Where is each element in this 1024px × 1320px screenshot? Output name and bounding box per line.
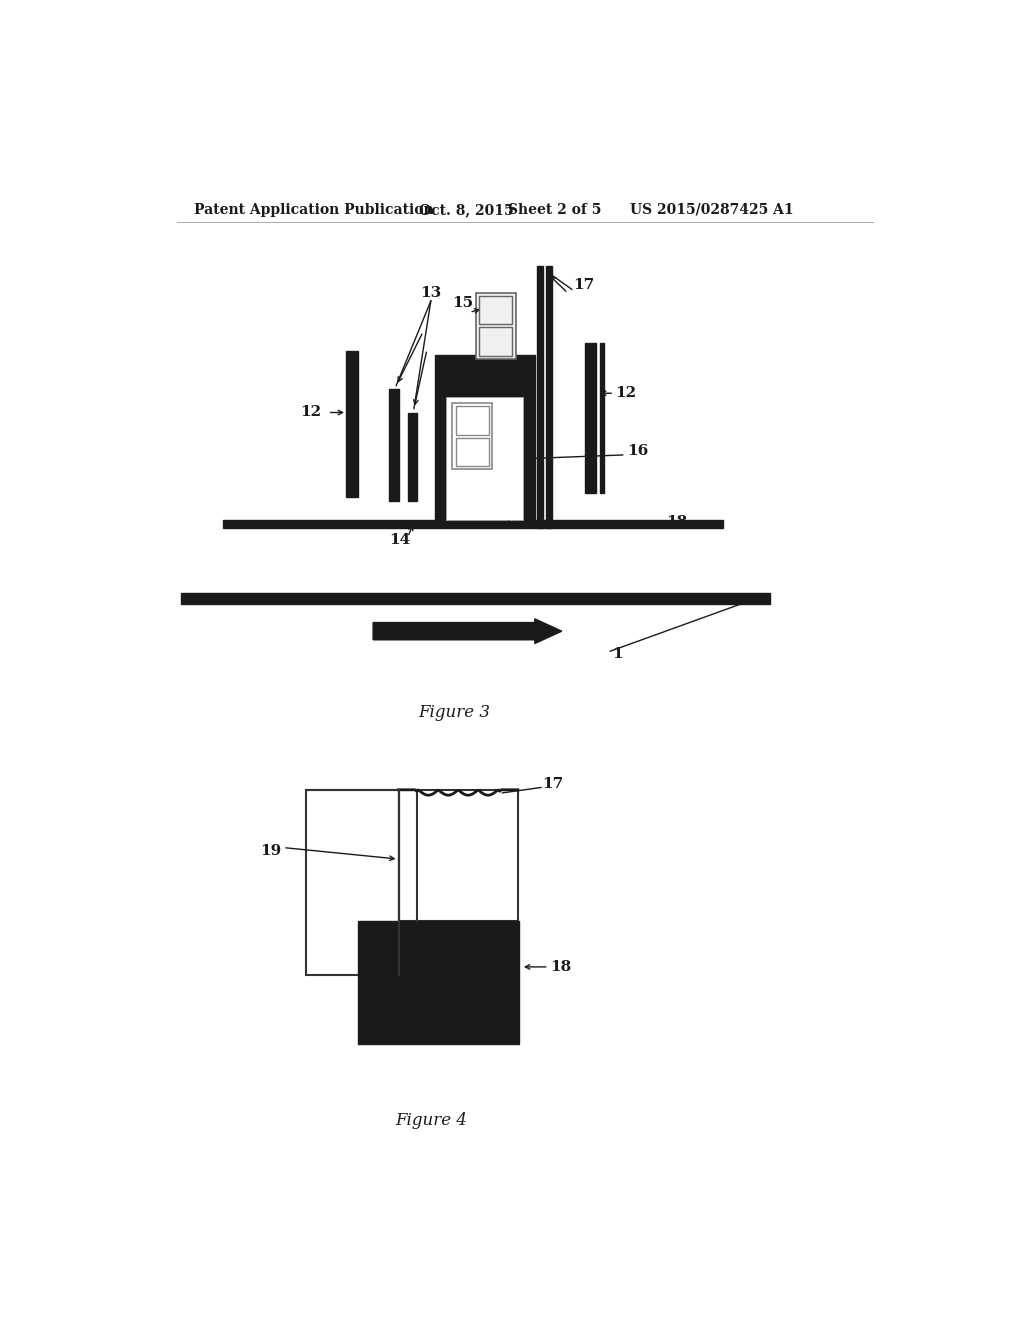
Bar — [538, 267, 544, 528]
Bar — [408, 412, 417, 502]
Text: Sheet 2 of 5: Sheet 2 of 5 — [508, 203, 601, 216]
Text: 17: 17 — [573, 279, 595, 293]
Text: 17: 17 — [543, 776, 564, 791]
Bar — [585, 343, 596, 494]
Text: Patent Application Publication: Patent Application Publication — [194, 203, 433, 216]
Polygon shape — [373, 619, 562, 644]
Text: 15: 15 — [453, 296, 474, 310]
Text: 14: 14 — [389, 532, 411, 546]
Bar — [456, 438, 489, 466]
Bar — [546, 267, 552, 528]
Bar — [357, 921, 519, 1044]
Bar — [446, 397, 523, 520]
Text: Oct. 8, 2015: Oct. 8, 2015 — [419, 203, 514, 216]
Text: 18: 18 — [666, 515, 687, 529]
Bar — [453, 404, 493, 469]
Bar — [398, 789, 518, 921]
Bar — [478, 327, 512, 355]
Bar — [435, 355, 535, 524]
Bar — [478, 296, 512, 325]
Bar — [456, 407, 489, 434]
Text: Figure 3: Figure 3 — [418, 705, 489, 721]
Text: 19: 19 — [260, 845, 282, 858]
Text: US 2015/0287425 A1: US 2015/0287425 A1 — [630, 203, 794, 216]
Bar — [475, 293, 515, 359]
Bar — [180, 594, 770, 605]
Text: 16: 16 — [628, 444, 648, 458]
Bar — [388, 389, 399, 502]
Text: 1: 1 — [611, 647, 623, 661]
Text: 13: 13 — [420, 286, 441, 300]
Bar — [306, 789, 398, 974]
Bar — [223, 520, 724, 528]
Text: Figure 4: Figure 4 — [395, 1113, 467, 1130]
Text: 12: 12 — [615, 387, 637, 400]
Text: 18: 18 — [550, 960, 571, 974]
Text: 12: 12 — [300, 405, 322, 420]
Bar — [600, 343, 604, 494]
Bar — [346, 351, 358, 498]
